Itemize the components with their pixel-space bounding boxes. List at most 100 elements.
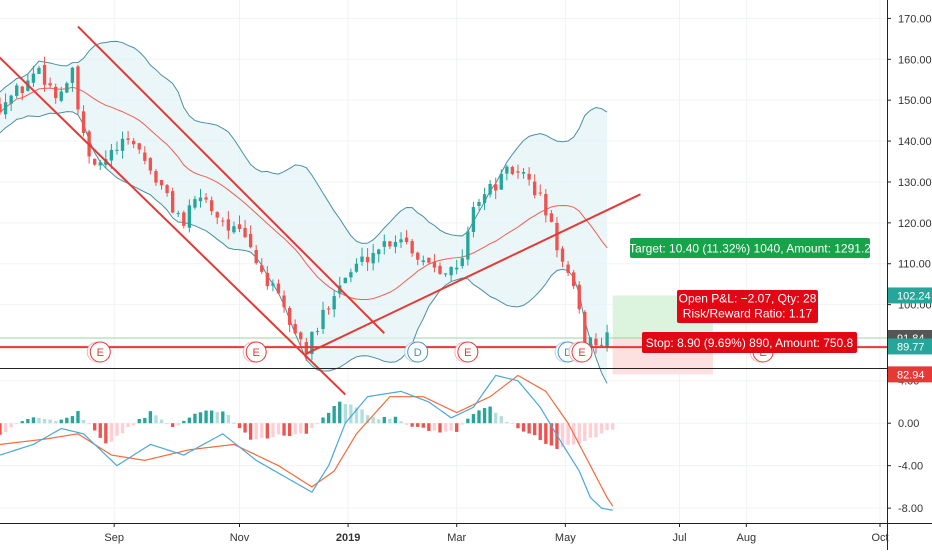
macd-histogram-bar (410, 423, 414, 427)
candle-body (299, 332, 303, 340)
candle-body (198, 197, 203, 202)
candle-body (416, 252, 420, 260)
candle-body (455, 267, 459, 270)
event-marker-label: D (564, 347, 572, 359)
macd-histogram-bar (126, 423, 130, 428)
event-marker (457, 341, 479, 363)
candle-body (215, 212, 219, 218)
pnl-label-bg[interactable] (677, 290, 818, 323)
candle-body (148, 158, 153, 171)
candle-body (209, 200, 214, 212)
macd-histogram-bar (54, 421, 58, 424)
macd-line (0, 374, 613, 511)
candle-body (254, 249, 258, 264)
candle-body (432, 261, 437, 268)
price-label-bg (888, 366, 932, 383)
macd-histogram-bar (583, 423, 587, 442)
candle-body (59, 91, 63, 101)
candle-body (37, 67, 41, 74)
candle-body (3, 102, 8, 115)
macd-histogram-bar (432, 423, 437, 431)
candle-body (237, 224, 242, 230)
candle-body (226, 219, 231, 231)
macd-indicator (0, 374, 615, 511)
macd-tick-label: 0.00 (898, 418, 919, 430)
target-label-bg[interactable] (630, 238, 870, 258)
candle-body (221, 220, 225, 222)
candle-body (421, 260, 425, 263)
macd-tick-label: -4.00 (898, 461, 923, 473)
event-marker (407, 341, 429, 363)
macd-histogram-bar (276, 423, 281, 435)
x-tick-label: Nov (230, 532, 250, 544)
macd-histogram-bar (365, 415, 370, 424)
candle-body (265, 272, 270, 287)
macd-histogram-bar (544, 423, 548, 444)
candle-body (193, 199, 197, 208)
macd-histogram-bar (209, 410, 214, 424)
trendline (77, 25, 386, 334)
candle-body (0, 104, 2, 113)
candle-body (126, 138, 130, 140)
candle-body (410, 241, 414, 254)
macd-histogram-bar (482, 408, 487, 424)
candle-body (516, 171, 520, 173)
price-label: 89.77 (897, 341, 925, 353)
macd-histogram-bar (449, 423, 453, 431)
macd-histogram-bar (388, 418, 392, 424)
macd-histogram-bar (165, 423, 169, 425)
candle-body (81, 111, 86, 133)
candle-body (577, 284, 581, 310)
position-labels[interactable]: Target: 10.40 (11.32%) 1040, Amount: 129… (629, 238, 871, 353)
candle-body (304, 342, 308, 355)
macd-histogram-bar (338, 401, 342, 424)
macd-histogram-bar (154, 415, 158, 424)
candle-body (143, 152, 147, 161)
candle-body (182, 212, 186, 226)
macd-histogram-bar (427, 423, 431, 431)
macd-histogram-bar (0, 423, 2, 435)
macd-histogram-bar (198, 412, 203, 424)
candle-body (443, 273, 448, 275)
candle-body (549, 213, 554, 222)
candle-body (48, 83, 52, 86)
candle-body (170, 191, 175, 213)
candle-body (377, 249, 381, 255)
macd-signal-line (0, 374, 614, 507)
stop-label: Stop: 8.90 (9.69%) 890, Amount: 750.8 (646, 336, 854, 350)
macd-histogram-bar (287, 423, 292, 436)
trendline (0, 56, 347, 396)
candle-body (42, 64, 47, 85)
x-tick-label: May (555, 532, 576, 544)
macd-histogram-bar (549, 423, 554, 446)
risk-reward-label: Risk/Reward Ratio: 1.17 (683, 307, 813, 321)
candle-body (293, 323, 297, 334)
price-label-bg (888, 338, 932, 355)
open-pnl-label: Open P&L: −2.07, Qty: 28 (679, 292, 817, 306)
macd-histogram-bar (59, 419, 63, 424)
macd-histogram-bar (48, 419, 52, 424)
y-tick-label: 140.00 (898, 136, 932, 148)
candle-body (159, 179, 164, 186)
macd-histogram-bar (254, 423, 258, 440)
macd-histogram-bar (610, 423, 615, 430)
candle-body (521, 172, 526, 174)
macd-histogram-bar (132, 423, 136, 426)
candle-body (315, 331, 320, 333)
macd-histogram-bar (282, 423, 286, 436)
candle-body (360, 256, 364, 262)
candle-body (427, 257, 431, 263)
macd-histogram-bar (20, 421, 24, 424)
macd-histogram-bar (182, 420, 186, 424)
event-marker-label: E (464, 347, 471, 359)
candle-body (154, 171, 158, 183)
candle-body (248, 234, 253, 248)
x-tick-label: Sep (104, 532, 124, 544)
macd-histogram-bar (516, 423, 520, 429)
candle-body (349, 272, 353, 278)
x-tick-label: Aug (737, 532, 757, 544)
macd-histogram-bar (215, 412, 219, 424)
stop-label-bg[interactable] (642, 332, 857, 353)
candle-body (477, 202, 481, 206)
